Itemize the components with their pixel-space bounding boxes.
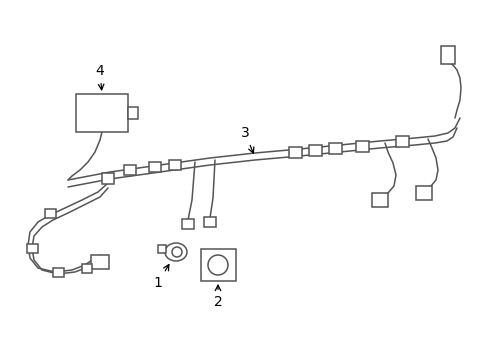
Bar [158, 245, 165, 253]
Bar [203, 217, 216, 227]
Bar [440, 46, 454, 64]
Bar [288, 147, 301, 158]
Bar [371, 193, 387, 207]
Bar [26, 243, 38, 252]
Bar [149, 162, 161, 172]
Bar [182, 219, 194, 229]
Text: 4: 4 [96, 64, 104, 90]
Text: 2: 2 [213, 285, 222, 309]
Bar [328, 143, 341, 153]
Bar [415, 186, 431, 200]
Bar [128, 107, 138, 119]
Bar [76, 94, 128, 132]
Bar [200, 249, 235, 281]
Text: 3: 3 [240, 126, 253, 153]
Bar [395, 135, 407, 147]
Circle shape [172, 247, 182, 257]
Ellipse shape [164, 243, 186, 261]
Bar [169, 160, 181, 170]
Bar [44, 208, 55, 217]
Circle shape [207, 255, 227, 275]
Bar [308, 144, 321, 156]
Bar [102, 172, 114, 184]
Bar [52, 267, 63, 276]
Bar [355, 140, 368, 152]
Text: 1: 1 [153, 265, 168, 290]
Bar [82, 264, 92, 273]
Bar [91, 255, 109, 269]
Bar [124, 165, 136, 175]
